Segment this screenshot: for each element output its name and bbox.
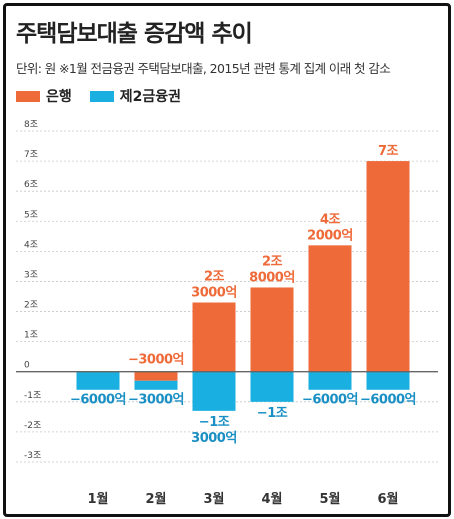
y-tick-label: 0 <box>24 361 30 371</box>
x-tick-label: 6월 <box>377 491 398 507</box>
y-tick-label: 3조 <box>24 270 38 280</box>
bar-nonbank <box>250 371 294 402</box>
chart-subtitle: 단위: 원 ※1월 전금융권 주택담보대출, 2015년 관련 통계 집계 이래… <box>16 61 391 76</box>
x-tick-label: 4월 <box>261 491 282 507</box>
data-label-nonbank: −6000억 <box>360 392 416 407</box>
bar-bank <box>308 245 352 372</box>
x-tick-label: 5월 <box>319 491 340 507</box>
legend-label-nonbank: 제2금융권 <box>119 89 182 105</box>
legend-swatch-bank <box>16 90 40 102</box>
y-tick-label: -2조 <box>24 421 41 431</box>
chart-frame: 주택담보대출 증감액 추이 단위: 원 ※1월 전금융권 주택담보대출, 201… <box>3 3 451 517</box>
data-label-bank: 2조 <box>262 254 283 269</box>
data-label-bank: 3000억 <box>191 286 237 301</box>
legend-item-bank: 은행 <box>16 86 72 106</box>
bar-bank <box>366 161 410 372</box>
bar-nonbank <box>366 371 410 390</box>
y-tick-label: -1조 <box>24 391 41 401</box>
x-tick-label: 2월 <box>145 491 166 507</box>
y-tick-label: -3조 <box>24 451 41 461</box>
legend-swatch-nonbank <box>89 90 114 102</box>
bar-bank <box>250 287 294 372</box>
data-label-bank: 2000억 <box>307 228 353 243</box>
chart-legend: 은행 제2금융권 <box>16 86 199 106</box>
bar-chart: 8조 7조 6조 5조 4조 3조 2조 1조 0 -1조 -2조 -3조 −6000억 1월 −3000억… <box>16 120 438 507</box>
data-label-nonbank: −1조 <box>257 406 288 421</box>
chart-title: 주택담보대출 증감액 추이 <box>16 21 253 47</box>
data-label-bank: 7조 <box>378 144 399 159</box>
y-tick-label: 7조 <box>24 150 38 160</box>
y-tick-label: 2조 <box>24 301 38 311</box>
legend-label-bank: 은행 <box>46 89 72 105</box>
legend-item-nonbank: 제2금융권 <box>89 86 182 106</box>
y-tick-label: 6조 <box>24 180 38 190</box>
y-tick-label: 4조 <box>24 240 38 250</box>
bar-nonbank <box>192 371 236 411</box>
data-label-nonbank: −6000억 <box>302 392 358 407</box>
data-label-bank: 4조 <box>320 212 341 227</box>
x-tick-label: 3월 <box>203 491 224 507</box>
bar-nonbank <box>308 371 352 390</box>
y-tick-label: 8조 <box>24 120 38 130</box>
data-label-nonbank: 3000억 <box>191 431 237 446</box>
data-label-nonbank: −3000억 <box>128 392 184 407</box>
bar-nonbank <box>76 371 120 390</box>
bar-bank <box>192 302 236 372</box>
data-label-nonbank: −1조 <box>199 415 230 430</box>
y-tick-label: 1조 <box>24 331 38 341</box>
bar-bank <box>134 371 178 381</box>
data-label-bank: 8000억 <box>249 270 295 285</box>
x-tick-label: 1월 <box>87 491 108 507</box>
y-tick-label: 5조 <box>24 210 38 220</box>
data-label-bank: 2조 <box>204 270 225 285</box>
bar-nonbank <box>134 380 178 390</box>
data-label-nonbank: −6000억 <box>70 392 126 407</box>
data-label-bank: −3000억 <box>128 353 184 368</box>
